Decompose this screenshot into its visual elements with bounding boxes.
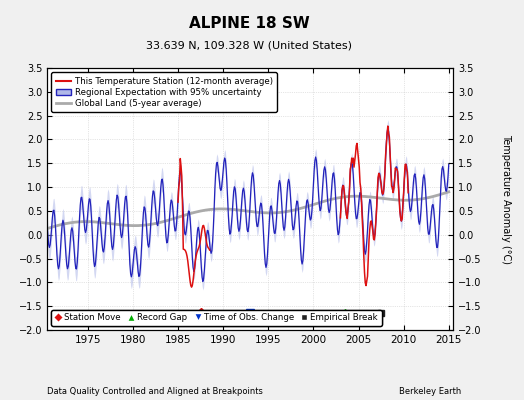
Text: ALPINE 18 SW: ALPINE 18 SW <box>189 16 309 31</box>
Text: Data Quality Controlled and Aligned at Breakpoints: Data Quality Controlled and Aligned at B… <box>47 387 263 396</box>
Legend: Station Move, Record Gap, Time of Obs. Change, Empirical Break: Station Move, Record Gap, Time of Obs. C… <box>51 310 381 326</box>
Y-axis label: Temperature Anomaly (°C): Temperature Anomaly (°C) <box>501 134 511 264</box>
Text: Berkeley Earth: Berkeley Earth <box>399 387 461 396</box>
Text: 33.639 N, 109.328 W (United States): 33.639 N, 109.328 W (United States) <box>146 40 352 50</box>
